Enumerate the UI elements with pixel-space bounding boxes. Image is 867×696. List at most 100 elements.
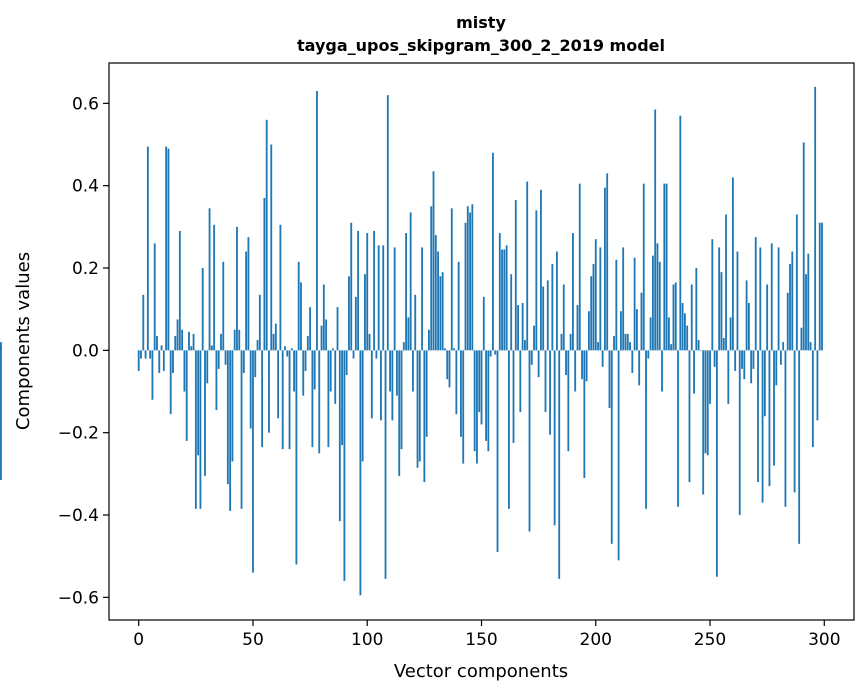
y-axis-label: Components values bbox=[13, 252, 34, 430]
bar-78 bbox=[316, 90, 318, 351]
bar-75 bbox=[309, 307, 312, 351]
bar-106 bbox=[380, 350, 382, 421]
bar-87 bbox=[336, 307, 339, 351]
bar-198 bbox=[590, 276, 593, 351]
bar-296 bbox=[814, 86, 817, 351]
x-tick-label: 200 bbox=[580, 630, 612, 650]
bar-262 bbox=[736, 251, 739, 351]
bar-216 bbox=[631, 350, 634, 373]
bar-213 bbox=[624, 333, 627, 351]
bar-170 bbox=[526, 181, 529, 351]
bar-135 bbox=[446, 350, 449, 380]
bar-163 bbox=[510, 274, 513, 351]
bar-206 bbox=[608, 350, 611, 408]
bar-1 bbox=[140, 350, 142, 359]
bar-195 bbox=[583, 350, 586, 478]
bar-229 bbox=[661, 350, 663, 392]
bar-276 bbox=[768, 350, 771, 487]
bar-252 bbox=[713, 350, 716, 367]
bar-50 bbox=[252, 350, 254, 573]
bar-155 bbox=[492, 152, 494, 351]
bar-115 bbox=[400, 350, 403, 450]
bar-143 bbox=[464, 222, 467, 351]
bar-256 bbox=[722, 338, 725, 351]
bar-164 bbox=[512, 350, 515, 443]
bar-153 bbox=[487, 350, 490, 452]
bar-53 bbox=[258, 294, 261, 351]
bar-15 bbox=[172, 350, 174, 373]
bar-225 bbox=[651, 255, 654, 351]
chart-title: misty bbox=[456, 13, 506, 32]
bar-142 bbox=[462, 350, 465, 464]
bar-102 bbox=[370, 350, 373, 419]
bars-group bbox=[0, 86, 823, 596]
bar-171 bbox=[528, 350, 531, 532]
bar-100 bbox=[366, 233, 369, 351]
bar-107 bbox=[382, 245, 385, 351]
bar-196 bbox=[585, 350, 588, 382]
bar-234 bbox=[672, 284, 675, 351]
bar-184 bbox=[558, 350, 561, 579]
bar-274 bbox=[763, 350, 766, 417]
bar-131 bbox=[437, 251, 439, 351]
bar-178 bbox=[544, 350, 547, 413]
bar-46 bbox=[242, 350, 245, 373]
bar-103 bbox=[373, 230, 376, 351]
bar-248 bbox=[704, 350, 707, 454]
bar-74 bbox=[306, 335, 309, 351]
bar-203 bbox=[601, 350, 604, 367]
bar-12 bbox=[165, 146, 168, 351]
bar-151 bbox=[482, 296, 485, 351]
bar-81 bbox=[322, 284, 325, 351]
bar-191 bbox=[574, 350, 577, 392]
bar-241 bbox=[688, 350, 691, 483]
bar-246 bbox=[699, 350, 702, 351]
bar-21 bbox=[185, 350, 188, 441]
x-axis-label: Vector components bbox=[394, 661, 568, 682]
bar-120 bbox=[412, 350, 414, 392]
bar-80 bbox=[320, 325, 323, 351]
bar-117 bbox=[405, 233, 407, 351]
bar-5 bbox=[149, 350, 152, 359]
bar-287 bbox=[793, 350, 796, 493]
y-tick-label: −0.2 bbox=[58, 424, 99, 444]
bar-290 bbox=[800, 327, 803, 351]
bar-61 bbox=[277, 350, 280, 419]
bar-212 bbox=[622, 247, 625, 351]
bar-118 bbox=[407, 317, 410, 351]
bar-13 bbox=[167, 148, 170, 351]
bar-266 bbox=[745, 280, 748, 351]
bar-104 bbox=[375, 350, 378, 359]
bar-189 bbox=[569, 333, 572, 351]
bar-284 bbox=[786, 292, 789, 351]
bar-undefined bbox=[0, 350, 2, 481]
bar-222 bbox=[645, 350, 647, 509]
x-tick-label: 150 bbox=[465, 630, 497, 650]
bar-167 bbox=[519, 350, 522, 413]
bar-92 bbox=[348, 276, 350, 351]
x-axis: 0 50 100 150 200 250 300 bbox=[133, 620, 841, 650]
bar-44 bbox=[238, 329, 241, 351]
bar-64 bbox=[284, 346, 286, 351]
bar-197 bbox=[587, 311, 590, 351]
bar-110 bbox=[389, 350, 391, 392]
bar-162 bbox=[508, 350, 510, 509]
bar-126 bbox=[425, 350, 428, 437]
bar-54 bbox=[261, 350, 264, 448]
bar-277 bbox=[770, 243, 773, 351]
bar-293 bbox=[807, 253, 810, 351]
bar-55 bbox=[263, 198, 266, 351]
bar-157 bbox=[496, 350, 499, 553]
bar-129 bbox=[432, 171, 435, 351]
bar-297 bbox=[816, 350, 819, 421]
bar-133 bbox=[441, 272, 444, 351]
bar-240 bbox=[686, 325, 689, 351]
bar-99 bbox=[364, 274, 366, 351]
bar-177 bbox=[542, 286, 545, 351]
bar-42 bbox=[233, 329, 236, 351]
bar-238 bbox=[681, 303, 684, 351]
bar-16 bbox=[174, 335, 177, 351]
bar-214 bbox=[626, 333, 629, 351]
bar-236 bbox=[677, 350, 679, 507]
bar-112 bbox=[393, 247, 396, 351]
